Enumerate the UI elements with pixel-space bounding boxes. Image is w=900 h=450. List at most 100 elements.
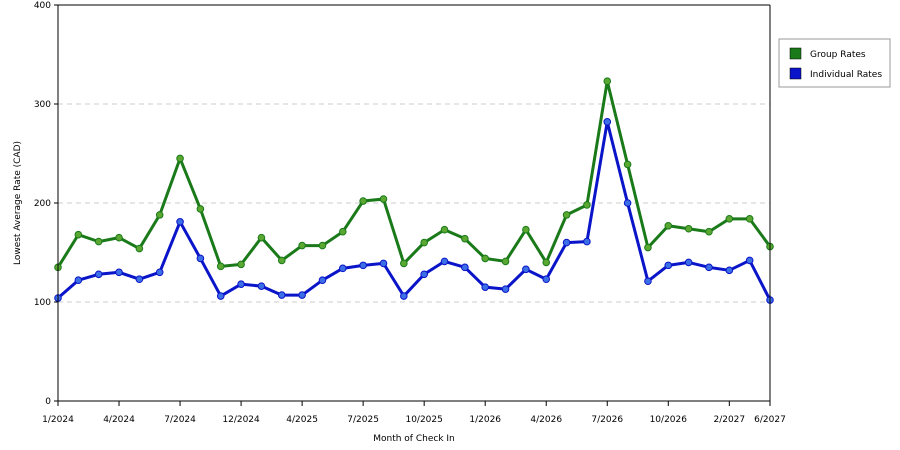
x-tick-label: 2/2027 [713,415,745,425]
x-tick-label: 7/2024 [164,415,196,425]
y-axis-title: Lowest Average Rate (CAD) [13,141,23,265]
data-point-group-rates [725,215,734,223]
data-point-group-rates [176,154,184,163]
y-ticks: 0 100 200 300 400 [34,1,58,407]
x-tick-label: 12/2024 [222,415,260,425]
data-point-group-rates [420,238,428,247]
x-ticks: 1/2024 4/2024 7/2024 12/2024 4/2025 7/2025 10/… [42,401,786,425]
data-point-group-rates [440,225,449,234]
data-point-group-rates [684,224,693,233]
data-point-individual-rates [501,285,510,293]
data-point-group-rates [277,256,286,265]
y-tick-label: 0 [45,397,51,407]
data-point-individual-rates [298,291,306,299]
data-point-individual-rates [277,291,286,299]
data-point-group-rates [745,215,754,223]
data-point-group-rates [481,254,490,263]
data-point-group-rates [339,227,347,236]
data-point-individual-rates [339,264,347,273]
data-point-group-rates [257,233,266,242]
data-point-group-rates [74,230,83,239]
x-axis-title: Month of Check In [373,434,455,444]
data-point-group-rates [522,225,530,234]
data-point-individual-rates [94,270,103,279]
data-point-individual-rates [522,265,530,274]
data-point-group-rates [216,262,225,271]
data-point-individual-rates [216,292,225,300]
data-point-individual-rates [155,268,164,277]
x-tick-label: 7/2026 [591,415,623,425]
data-point-group-rates [705,227,713,236]
data-point-individual-rates [745,256,754,265]
data-point-individual-rates [583,237,591,246]
data-point-individual-rates [481,283,490,291]
data-point-group-rates [583,201,591,209]
data-point-group-rates [603,77,612,86]
x-tick-label: 1/2026 [469,415,501,425]
data-point-individual-rates [420,270,428,279]
data-point-group-rates [542,258,551,267]
data-point-individual-rates [644,277,652,286]
data-point-group-rates [562,211,571,219]
legend-label-group-rates: Group Rates [810,50,866,60]
data-point-group-rates [400,259,408,268]
data-point-group-rates [501,257,510,266]
data-point-group-rates [359,197,367,205]
data-point-individual-rates [603,118,612,126]
x-tick-label: 10/2026 [650,415,688,425]
x-tick-label: 4/2026 [530,415,562,425]
data-point-individual-rates [237,280,245,288]
data-point-group-rates [237,260,245,269]
data-point-individual-rates [196,254,205,263]
data-point-group-rates [94,237,103,246]
legend-swatch-group-rates [789,47,802,60]
series-line-individual-rates [57,120,772,301]
series-line-group-rates [56,79,772,269]
data-point-individual-rates [135,275,144,284]
y-tick-label: 400 [34,1,51,11]
data-point-individual-rates [359,261,367,270]
data-point-group-rates [298,241,306,250]
y-tick-label: 200 [34,199,51,209]
x-tick-label: 7/2025 [347,415,379,425]
data-point-group-rates [115,233,123,242]
x-tick-label: 4/2024 [103,415,135,425]
data-point-individual-rates [705,263,713,272]
data-point-group-rates [664,221,673,230]
data-point-group-rates [461,234,469,243]
data-point-group-rates [196,205,205,213]
x-tick-label: 4/2025 [286,415,318,425]
legend: Group Rates Individual Rates [778,38,891,88]
data-point-individual-rates [562,238,571,247]
data-point-group-rates [155,211,164,219]
data-point-individual-rates [257,282,266,290]
x-tick-label: 1/2024 [42,415,74,425]
data-point-group-rates [623,160,632,169]
data-point-individual-rates [74,276,83,285]
x-tick-label: 10/2025 [405,415,442,425]
data-point-individual-rates [623,199,632,207]
y-tick-label: 300 [34,100,51,110]
data-point-individual-rates [684,258,693,267]
data-point-group-rates [644,243,652,252]
data-point-individual-rates [115,268,123,277]
data-point-individual-rates [318,276,327,285]
series-layer [54,77,774,304]
data-point-group-rates [135,244,144,253]
data-point-individual-rates [542,275,551,284]
data-point-group-rates [318,241,327,250]
data-point-individual-rates [461,263,469,272]
gridlines [58,103,770,303]
y-tick-label: 100 [34,298,51,308]
data-point-individual-rates [379,259,388,268]
data-point-individual-rates [440,257,449,266]
data-point-group-rates [379,195,388,203]
data-point-individual-rates [725,266,734,275]
x-tick-label: 6/2027 [754,415,786,425]
data-point-individual-rates [664,261,673,270]
legend-label-individual-rates: Individual Rates [810,70,882,80]
data-point-individual-rates [400,292,408,300]
data-point-individual-rates [176,218,184,226]
legend-swatch-individual-rates [789,67,802,80]
